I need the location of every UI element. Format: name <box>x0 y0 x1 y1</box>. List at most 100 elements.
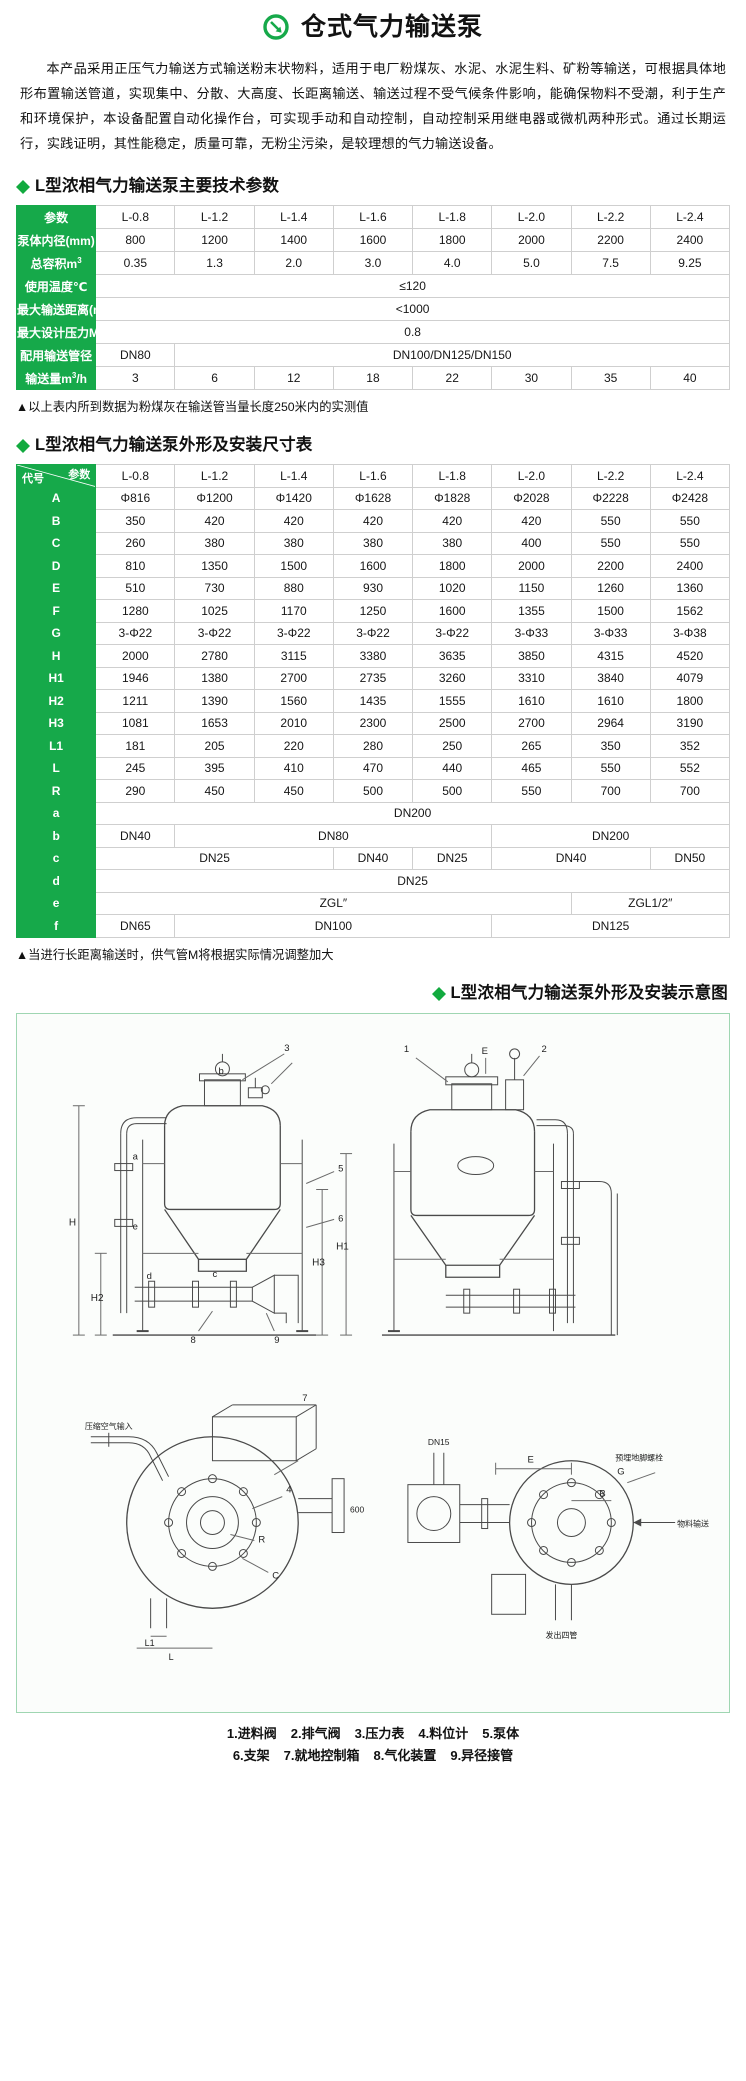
legend-item: 5.泵体 <box>482 1725 520 1741</box>
dimension-table-cell: 1380 <box>174 666 255 690</box>
diagram-dim-H: H <box>69 1217 76 1228</box>
spec-table-cell: 2.0 <box>253 251 334 275</box>
dimension-table-row: d DN25 <box>15 869 730 893</box>
diagram-label-a: a <box>133 1151 139 1162</box>
spec-table-cell: 12 <box>253 366 334 390</box>
dimension-table-model-header: L-1.6 <box>332 464 414 488</box>
diagram-dim-H1: H1 <box>336 1241 349 1252</box>
dimension-table-row: L1 181 205 220 280 250 265 350 352 <box>15 734 731 758</box>
dimension-table-cell: 2780 <box>174 644 255 668</box>
dimension-table-cell: 1025 <box>174 599 255 623</box>
dimension-table-cell: 3115 <box>253 644 334 668</box>
spec-table-cell: 18 <box>332 366 414 390</box>
dimension-table-cell: 2000 <box>491 554 572 578</box>
dimension-table-cell: 420 <box>491 509 572 533</box>
dimension-table-row: B 350 420 420 420 420 420 550 550 <box>15 509 731 533</box>
dimension-table-cell: DN40 <box>95 824 176 848</box>
spec-table-model-header: L-1.6 <box>332 205 414 229</box>
diagram-label-b: b <box>218 1065 223 1076</box>
dimension-table-row-label: G <box>15 621 97 645</box>
diagram-label-d: d <box>147 1271 152 1282</box>
dimension-table-cell: 260 <box>95 531 176 555</box>
dimension-table-row-label: D <box>15 554 97 578</box>
dimension-table-cell: 550 <box>649 531 731 555</box>
diagram-label-E-plan: E <box>528 1454 534 1465</box>
spec-table-cell: 800 <box>95 228 176 252</box>
dimension-table-cell: 1150 <box>491 576 572 600</box>
dimension-table: 参数 代号 L-0.8 L-1.2 L-1.4 L-1.6 L-1.8 L-2.0 L-2.2 L… <box>15 464 731 938</box>
spec-table-model-header: L-2.0 <box>491 205 572 229</box>
dimension-table-cell: 1562 <box>649 599 731 623</box>
dimension-table-cell: 930 <box>332 576 414 600</box>
dimension-table-row: A Φ816 Φ1200 Φ1420 Φ1628 Φ1828 Φ2028 Φ2228 Φ2428 <box>15 486 731 510</box>
dimension-table-corner-bottom: 代号 <box>22 472 44 485</box>
section-heading-spec-label: L型浓相气力输送泵主要技术参数 <box>35 177 280 195</box>
diagram-callout-1: 1 <box>404 1043 409 1054</box>
dimension-table-cell: 1600 <box>332 554 414 578</box>
dimension-table-cell: Φ1200 <box>174 486 255 510</box>
dimension-table-cell: 1800 <box>649 689 731 713</box>
dimension-table-row-label: A <box>15 486 97 510</box>
dimension-table-cell: 1946 <box>95 666 176 690</box>
spec-table-note: ▲以上表内所到数据为粉煤灰在输送管当量长度250米内的实测值 <box>16 400 369 414</box>
dimension-table-row-label: B <box>15 509 97 533</box>
dimension-table-cell: 2010 <box>253 711 334 735</box>
diagram-annotation-four-pipe: 发出四管 <box>546 1630 578 1640</box>
dimension-table-cell: 395 <box>174 756 255 780</box>
spec-table-row: 输送量m3/h 3 6 12 18 22 30 35 40 <box>15 366 731 390</box>
dimension-table-row: D 810 1350 1500 1600 1800 2000 2200 2400 <box>15 554 731 578</box>
diamond-bullet-icon <box>431 980 446 1001</box>
dimension-table-row-label: L1 <box>15 734 97 758</box>
dimension-table-cell: DN25 <box>95 869 730 893</box>
diagram-label-E-top: E <box>482 1045 488 1056</box>
spec-table-cell: ≤120 <box>95 274 730 298</box>
dimension-table-cell: 700 <box>649 779 731 803</box>
dimension-table-row: H3 1081 1653 2010 2300 2500 2700 2964 3190 <box>15 711 731 735</box>
dimension-table-row: C 260 380 380 380 380 400 550 550 <box>15 531 731 555</box>
dimension-table-cell: 3-Φ22 <box>95 621 176 645</box>
spec-table-cell: 9.25 <box>649 251 731 275</box>
spec-table-cell: 1.3 <box>174 251 255 275</box>
dimension-table-row: c DN25 DN40 DN25 DN40 DN50 <box>15 846 731 870</box>
dimension-table-cell: 3-Φ22 <box>174 621 255 645</box>
diagram-dim-H2: H2 <box>91 1293 104 1304</box>
dimension-table-cell: 450 <box>253 779 334 803</box>
dimension-table-cell: 2000 <box>95 644 176 668</box>
dimension-table-row: F 1280 1025 1170 1250 1600 1355 1500 1562 <box>15 599 731 623</box>
spec-table-row: 最大设计压力MPa 0.8 <box>15 320 730 344</box>
dimension-table-cell: 2700 <box>491 711 572 735</box>
diagram-callout-3: 3 <box>284 1042 289 1053</box>
spec-table-cell: 1200 <box>174 228 255 252</box>
dimension-table-row-label: e <box>15 891 97 915</box>
legend-item: 3.压力表 <box>354 1725 405 1741</box>
spec-table-cell: 22 <box>412 366 493 390</box>
spec-table-cell: 2200 <box>570 228 651 252</box>
diagram-callout-2: 2 <box>542 1043 547 1054</box>
dimension-table-cell: Φ2028 <box>491 486 572 510</box>
dimension-table-cell: ZGL″ <box>95 891 572 915</box>
dimension-table-cell: 3-Φ22 <box>412 621 493 645</box>
dimension-table-cell: 245 <box>95 756 176 780</box>
dimension-table-cell: DN125 <box>491 914 730 938</box>
dimension-table-cell: 3-Φ22 <box>253 621 334 645</box>
dimension-table-cell: 1355 <box>491 599 572 623</box>
spec-table-row-label: 配用输送管径 <box>15 343 97 367</box>
spec-table-cell: 6 <box>174 366 255 390</box>
dimension-table-row: e ZGL″ ZGL1/2″ <box>15 891 731 915</box>
spec-table-cell: 30 <box>491 366 572 390</box>
dimension-table-cell: 550 <box>649 509 731 533</box>
dimension-table-cell: 1081 <box>95 711 176 735</box>
spec-table-cell: 35 <box>570 366 651 390</box>
dimension-table-cell: 4315 <box>570 644 651 668</box>
dimension-table-cell: 440 <box>412 756 493 780</box>
spec-table-row: 泵体内径(mm) 800 1200 1400 1600 1800 2000 2200 2400 <box>15 228 731 252</box>
dimension-table-row-label: b <box>15 824 97 848</box>
dimension-table-cell: 700 <box>570 779 651 803</box>
dimension-table-cell: 1610 <box>570 689 651 713</box>
diagram-legend: 1.进料阀 2.排气阀 3.压力表 4.料位计 5.泵体 6.支架 7.就地控制箱 8.气化… <box>10 1723 736 1767</box>
dimension-table-cell: DN25 <box>412 846 493 870</box>
dimension-table-cell: DN40 <box>491 846 651 870</box>
dimension-table-row-label: H3 <box>15 711 97 735</box>
dimension-table-row: G 3-Φ22 3-Φ22 3-Φ22 3-Φ22 3-Φ22 3-Φ33 3-Φ33 3-Φ3… <box>15 621 731 645</box>
dimension-table-cell: 465 <box>491 756 572 780</box>
